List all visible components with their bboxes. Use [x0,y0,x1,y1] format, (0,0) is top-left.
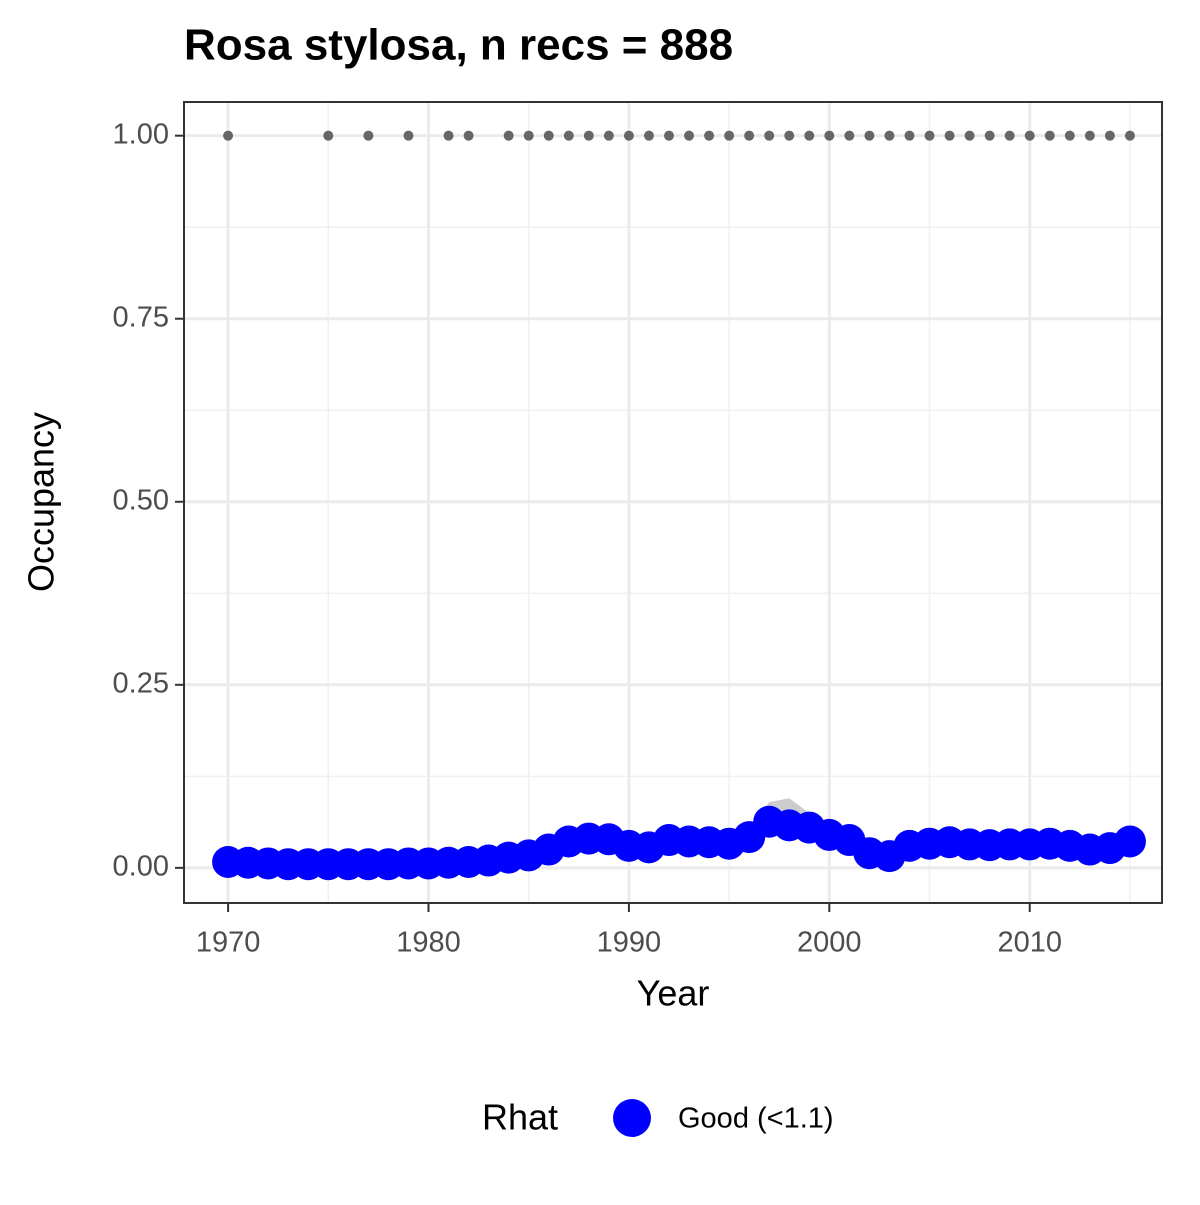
record-point [1084,130,1095,141]
x-tick-label: 1990 [597,927,662,959]
record-point [1044,130,1055,141]
record-point [1104,130,1115,141]
x-axis-title: Year [637,973,710,1014]
x-tick-label: 2000 [797,927,862,959]
record-point [964,130,975,141]
y-tick-label: 0.00 [113,851,169,883]
record-point [784,130,795,141]
y-axis-title: Occupancy [21,412,62,592]
record-point [804,130,815,141]
record-point [323,130,334,141]
record-point [403,130,414,141]
record-point [223,130,234,141]
record-point [1124,130,1135,141]
x-tick-label: 1980 [396,927,461,959]
record-point [603,130,614,141]
x-tick-label: 1970 [196,927,261,959]
legend-title: Rhat [482,1097,558,1138]
record-point [684,130,695,141]
record-point [884,130,895,141]
chart-title: Rosa stylosa, n recs = 888 [184,21,733,70]
record-point [503,130,514,141]
record-point [944,130,955,141]
record-point [764,130,775,141]
y-tick-label: 0.75 [113,301,169,333]
record-point [663,130,674,141]
record-point [463,130,474,141]
record-point [1024,130,1035,141]
record-point [363,130,374,141]
record-point [704,130,715,141]
record-point [724,130,735,141]
record-point [744,130,755,141]
record-point [543,130,554,141]
record-point [583,130,594,141]
data-point [1113,825,1146,858]
record-point [443,130,454,141]
record-point [844,130,855,141]
legend-swatch [613,1099,651,1137]
x-tick-label: 2010 [997,927,1062,959]
record-point [904,130,915,141]
record-point [864,130,875,141]
y-tick-label: 0.50 [113,484,169,516]
record-point [523,130,534,141]
y-tick-label: 1.00 [113,118,169,150]
legend-label: Good (<1.1) [678,1103,834,1135]
record-point [563,130,574,141]
record-point [1004,130,1015,141]
y-tick-label: 0.25 [113,667,169,699]
record-point [623,130,634,141]
record-point [984,130,995,141]
record-point [643,130,654,141]
record-point [924,130,935,141]
record-point [824,130,835,141]
record-point [1064,130,1075,141]
plot-border [183,101,1163,904]
